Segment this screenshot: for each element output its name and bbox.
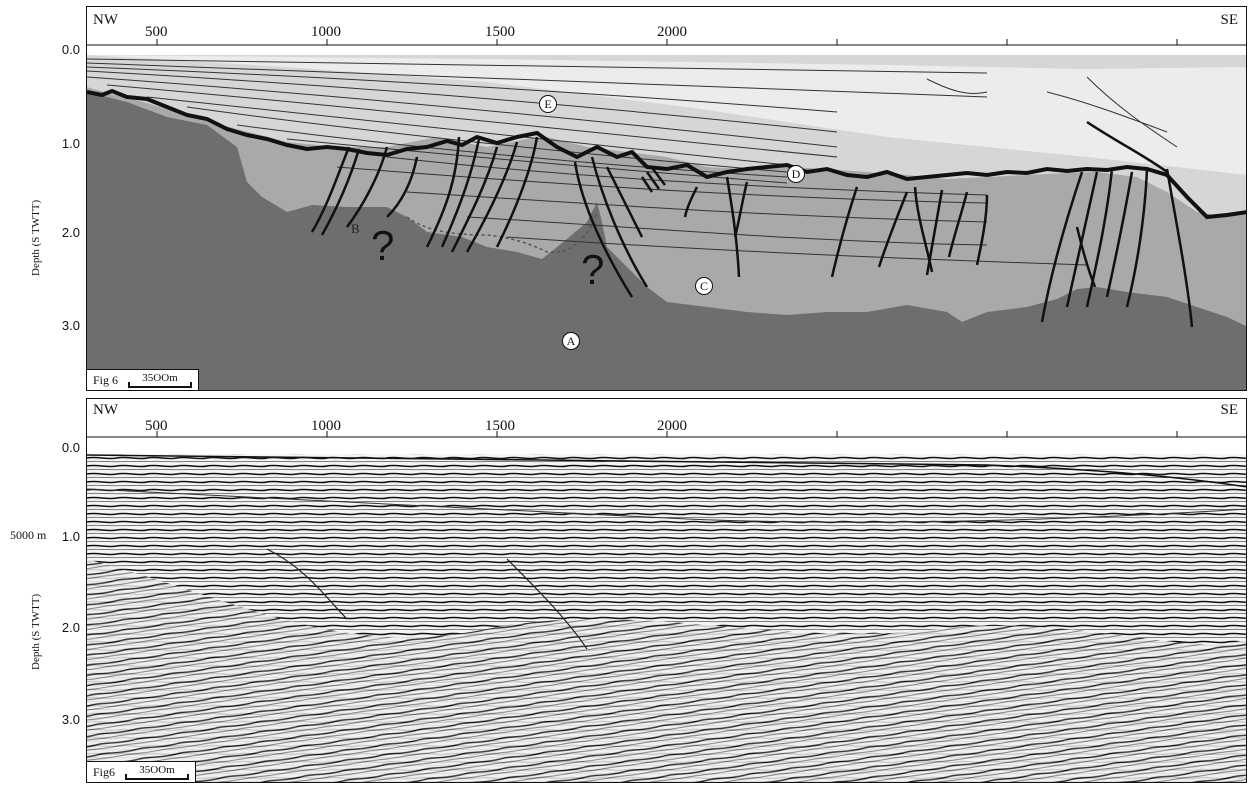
top-xtick-2000: 2000 — [657, 24, 687, 40]
top-fig-label: Fig 6 — [93, 372, 119, 387]
bottom-scale-bar: 35OOm — [125, 764, 190, 780]
top-ytick-2: 2.0 — [61, 225, 80, 240]
question-mark-right: ? — [581, 246, 605, 293]
unit-label-b: B — [351, 221, 360, 236]
top-figure-tag: Fig 6 35OOm — [87, 369, 200, 390]
top-scale-bar: 35OOm — [128, 372, 193, 388]
top-dir-nw: NW — [93, 12, 118, 28]
block-outline — [406, 211, 598, 254]
side-note: 5000 m — [10, 528, 47, 542]
question-mark-left: ? — [371, 222, 395, 269]
interpretation-drawing — [87, 7, 1246, 390]
bottom-xtick-2000: 2000 — [657, 418, 687, 434]
seismic-image — [87, 399, 1246, 782]
bottom-xtick-1000: 1000 — [311, 418, 341, 434]
unit-label-a: A — [562, 332, 580, 350]
breakup-unconformity — [87, 88, 1246, 220]
top-xtick-1500: 1500 — [485, 24, 515, 40]
bottom-xtick-1500: 1500 — [485, 418, 515, 434]
unit-label-e: E — [539, 95, 557, 113]
top-ytick-1: 1.0 — [61, 136, 80, 151]
faults — [310, 120, 1194, 328]
top-ytick-3: 3.0 — [61, 318, 80, 333]
bottom-ytick-2: 2.0 — [61, 620, 80, 635]
top-ytick-0: 0.0 — [61, 42, 80, 57]
bottom-y-axis-label: Depth (S TWTT) — [30, 593, 42, 670]
interpretation-panel: NW SE 500 1000 1500 2000 A B C D E ? ? F… — [86, 6, 1247, 391]
top-xtick-1000: 1000 — [311, 24, 341, 40]
unit-label-d: D — [787, 165, 805, 183]
top-y-axis-label: Depth (S TWTT) — [30, 199, 42, 276]
upper-fill — [87, 55, 1246, 175]
top-scale-label: 35OOm — [142, 372, 178, 384]
bottom-dir-se: SE — [1220, 402, 1238, 418]
top-dir-se: SE — [1220, 12, 1238, 28]
bottom-scale-label: 35OOm — [139, 764, 175, 776]
top-xtick-500: 500 — [145, 24, 168, 40]
unit-label-c: C — [695, 277, 713, 295]
top-tick-marks — [87, 39, 1246, 46]
bottom-figure-tag: Fig6 35OOm — [87, 761, 197, 782]
bottom-ytick-0: 0.0 — [61, 440, 80, 455]
bottom-ytick-1: 1.0 — [61, 529, 80, 544]
bottom-dir-nw: NW — [93, 402, 118, 418]
bottom-xtick-500: 500 — [145, 418, 168, 434]
seismic-panel: NW SE 500 1000 1500 2000 Fig6 35OOm — [86, 398, 1247, 783]
bottom-ytick-3: 3.0 — [61, 712, 80, 727]
bottom-fig-label: Fig6 — [93, 764, 116, 779]
